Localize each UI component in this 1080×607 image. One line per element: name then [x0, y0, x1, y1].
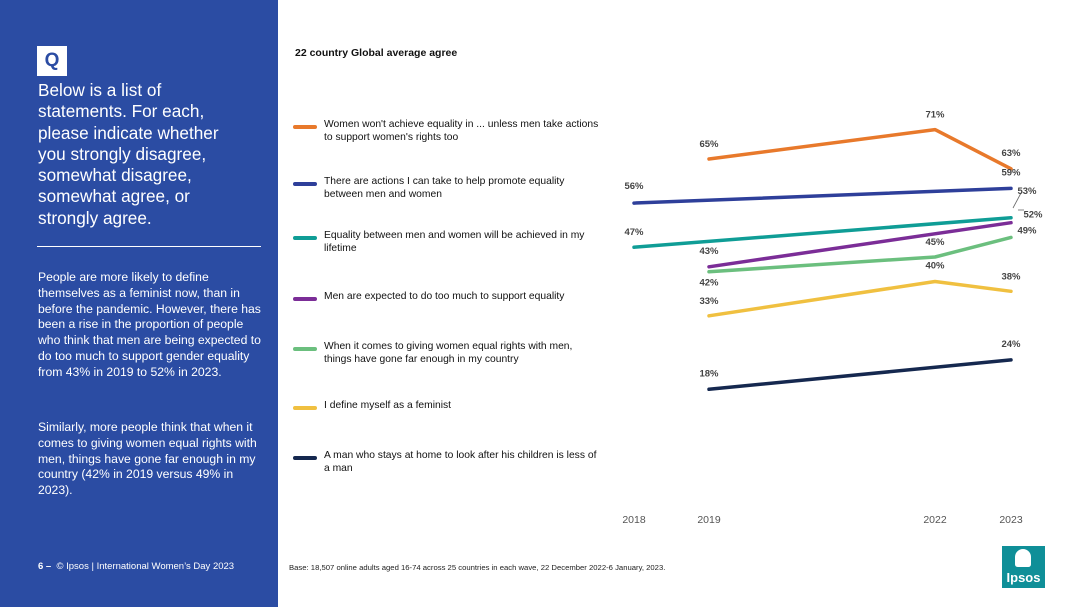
legend-label: A man who stays at home to look after hi…	[324, 450, 597, 474]
data-label: 52%	[1023, 210, 1043, 221]
data-label: 24%	[1001, 339, 1021, 350]
data-label: 42%	[699, 278, 719, 289]
series-line	[632, 216, 1013, 249]
data-label: 53%	[1017, 186, 1037, 197]
legend-swatch	[293, 182, 317, 186]
legend-swatch	[293, 125, 317, 129]
ipsos-logo: Ipsos	[1002, 546, 1045, 588]
divider	[37, 246, 261, 247]
data-label: 59%	[1001, 167, 1021, 178]
chart-title: 22 country Global average agree	[295, 47, 458, 59]
x-tick-label: 2019	[697, 514, 721, 526]
x-tick-label: 2018	[622, 514, 646, 526]
footer-text: © Ipsos | International Women’s Day 2023	[56, 561, 235, 572]
legend-label: Men are expected to do too much to suppo…	[324, 291, 565, 302]
logo-mark-icon	[1015, 549, 1031, 567]
data-label: 40%	[925, 261, 945, 272]
series-line	[707, 235, 1013, 274]
series-line	[707, 279, 1013, 318]
series-line	[632, 186, 1013, 205]
x-tick-label: 2022	[923, 514, 947, 526]
summary-paragraph-2: Similarly, more people think that when i…	[38, 420, 257, 498]
series-line	[707, 358, 1013, 392]
legend-swatch	[293, 406, 317, 410]
data-label: 56%	[624, 181, 644, 192]
summary-paragraph-1: People are more likely to define themsel…	[38, 270, 261, 379]
data-label: 45%	[925, 237, 945, 248]
label-leader-line	[1012, 192, 1022, 209]
footer: 6 – © Ipsos | International Women’s Day …	[38, 561, 234, 572]
legend-swatch	[293, 236, 317, 240]
data-label: 38%	[1001, 271, 1021, 282]
data-label: 43%	[699, 246, 719, 257]
data-label: 63%	[1001, 148, 1021, 159]
x-tick-label: 2023	[999, 514, 1023, 526]
data-label: 71%	[925, 110, 945, 121]
legend-label: When it comes to giving women equal righ…	[324, 341, 573, 365]
logo-text: Ipsos	[1006, 570, 1041, 585]
data-label: 18%	[699, 368, 719, 379]
legend-label: Women won't achieve equality in ... unle…	[324, 119, 599, 143]
series-line	[707, 220, 1013, 269]
series-line	[707, 127, 1013, 171]
legend-swatch	[293, 297, 317, 301]
sidebar: Q Below is a list of statements. For eac…	[0, 0, 278, 607]
legend-swatch	[293, 347, 317, 351]
legend-label: I define myself as a feminist	[324, 400, 452, 411]
page-number: 6 –	[38, 561, 52, 572]
base-footnote: Base: 18,507 online adults aged 16-74 ac…	[289, 563, 666, 572]
data-label: 65%	[699, 139, 719, 150]
data-label: 49%	[1017, 225, 1037, 236]
data-label: 47%	[624, 227, 644, 238]
legend-label: Equality between men and women will be a…	[324, 230, 585, 254]
question-text: Below is a list of statements. For each,…	[38, 80, 219, 228]
data-label: 33%	[699, 296, 719, 307]
legend-label: There are actions I can take to help pro…	[324, 176, 565, 200]
question-badge: Q	[37, 46, 67, 76]
legend-swatch	[293, 456, 317, 460]
